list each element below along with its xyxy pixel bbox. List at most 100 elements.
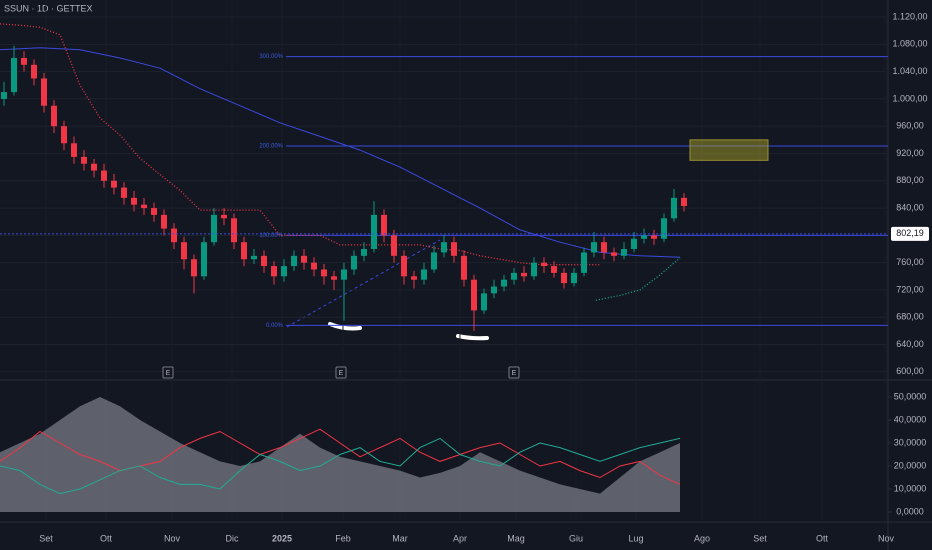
candle-body [101, 170, 107, 181]
y-tick-label: 960,00 [896, 121, 924, 131]
x-tick-label: Set [39, 533, 53, 543]
x-tick-label: Feb [335, 533, 351, 543]
x-tick-label: Apr [453, 533, 467, 543]
candle-body [111, 180, 117, 188]
y-tick-label: 640,00 [896, 339, 924, 349]
event-label: E [166, 370, 171, 377]
indicator-line [0, 428, 681, 485]
candle-body [531, 262, 537, 277]
y-tick-label: 1.120,00 [892, 11, 927, 21]
candle-body [441, 242, 447, 253]
candle-body [291, 255, 297, 267]
candle-body [511, 272, 517, 280]
last-price-box [891, 226, 929, 241]
candle-body [161, 214, 167, 229]
level-label: 200.00% [259, 144, 283, 150]
x-tick-label: Mag [507, 533, 525, 543]
candle-body [581, 252, 587, 273]
candle-body [251, 255, 257, 260]
y-tick-label: 1.000,00 [892, 93, 927, 103]
x-tick-label: Ott [100, 533, 113, 543]
candle-body [311, 262, 317, 270]
candle-body [261, 255, 267, 267]
drawing-mark [328, 322, 362, 331]
candle-body [171, 228, 177, 243]
x-tick-label: Giu [569, 533, 583, 543]
candle-body [461, 255, 467, 280]
candle-body [421, 269, 427, 280]
candle-body [411, 276, 417, 280]
target-zone [689, 139, 769, 161]
y-tick-label: 1.080,00 [892, 39, 927, 49]
level-label: 0.00% [266, 323, 284, 329]
x-tick-label: Nov [164, 533, 181, 543]
level-label: 100.00% [259, 233, 283, 239]
candle-body [521, 272, 527, 277]
event-marker [508, 366, 520, 379]
event-label: E [339, 370, 344, 377]
candle-body [1, 92, 7, 99]
event-label: E [512, 370, 517, 377]
level-label: 300.00% [259, 54, 283, 60]
candle-body [41, 78, 47, 106]
candle-body [621, 249, 627, 256]
x-tick-label: Mar [392, 533, 408, 543]
y-tick-label: 760,00 [896, 257, 924, 267]
candle-body [181, 242, 187, 260]
x-tick-label: Nov [878, 533, 895, 543]
y-tick-label: 20,0000 [894, 460, 927, 470]
candle-body [611, 252, 617, 256]
candle-body [21, 57, 27, 65]
drawing-mark [456, 334, 489, 341]
candle-body [341, 269, 347, 280]
x-tick-label: Dic [226, 533, 239, 543]
candle-body [231, 218, 237, 243]
event-marker [162, 366, 174, 379]
candle-body [381, 214, 387, 236]
candle-body [631, 238, 637, 250]
candle-body [571, 272, 577, 284]
candle-body [491, 286, 497, 294]
indicator-line [595, 257, 681, 301]
candle-body [211, 214, 217, 243]
y-tick-label: 50,0000 [894, 391, 927, 401]
candle-body [301, 255, 307, 263]
candle-body [241, 242, 247, 260]
candle-body [671, 197, 677, 219]
candle-body [151, 208, 157, 215]
candle-body [271, 266, 277, 277]
x-tick-label: Set [753, 533, 767, 543]
trend-drawing [286, 239, 441, 328]
y-tick-label: 720,00 [896, 284, 924, 294]
candle-body [51, 105, 57, 127]
candle-body [561, 272, 567, 284]
candle-body [391, 235, 397, 256]
candle-body [591, 242, 597, 253]
y-tick-label: 840,00 [896, 202, 924, 212]
candle-body [91, 163, 97, 171]
candle-body [121, 187, 127, 198]
y-tick-label: 30,0000 [894, 437, 927, 447]
y-tick-label: 1.040,00 [892, 66, 927, 76]
candle-body [331, 276, 337, 280]
x-tick-label: Ott [816, 533, 829, 543]
candle-body [401, 255, 407, 277]
candle-body [61, 126, 67, 144]
y-tick-label: 0,0000 [896, 506, 924, 516]
candle-body [451, 242, 457, 256]
last-price-label: 802,19 [896, 228, 924, 238]
candle-body [321, 269, 327, 277]
x-tick-label: Ago [694, 533, 710, 543]
candle-body [201, 242, 207, 277]
y-tick-label: 40,0000 [894, 414, 927, 424]
candle-body [601, 242, 607, 253]
indicator-line [0, 47, 681, 258]
candle-body [221, 214, 227, 219]
y-tick-label: 920,00 [896, 148, 924, 158]
x-tick-label: Lug [628, 533, 643, 543]
candle-body [681, 197, 687, 207]
y-tick-label: 600,00 [896, 366, 924, 376]
x-tick-label: 2025 [272, 533, 292, 543]
